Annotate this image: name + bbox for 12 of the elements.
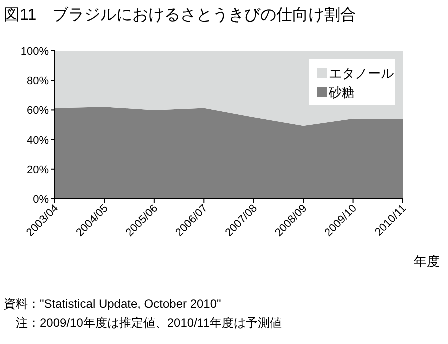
legend-label: 砂糖 (328, 85, 355, 100)
legend-label: エタノール (329, 66, 394, 81)
y-tick-label: 0% (33, 194, 50, 206)
chart-title: 図11 ブラジルにおけるさとうきびの仕向け割合 (4, 6, 357, 24)
text: 注：2009/10年度は推定値、2010/11年度は予測値 (16, 316, 282, 330)
y-tick-label: 40% (26, 134, 50, 147)
y-tick-label: 20% (26, 164, 50, 176)
x-axis-title: 年度 (414, 254, 440, 269)
y-tick-label: 60% (26, 105, 50, 118)
text: 資料："Statistical Update, October 2010" (4, 297, 222, 311)
y-tick-label: 80% (26, 76, 50, 88)
y-tick-label: 100% (20, 46, 50, 58)
